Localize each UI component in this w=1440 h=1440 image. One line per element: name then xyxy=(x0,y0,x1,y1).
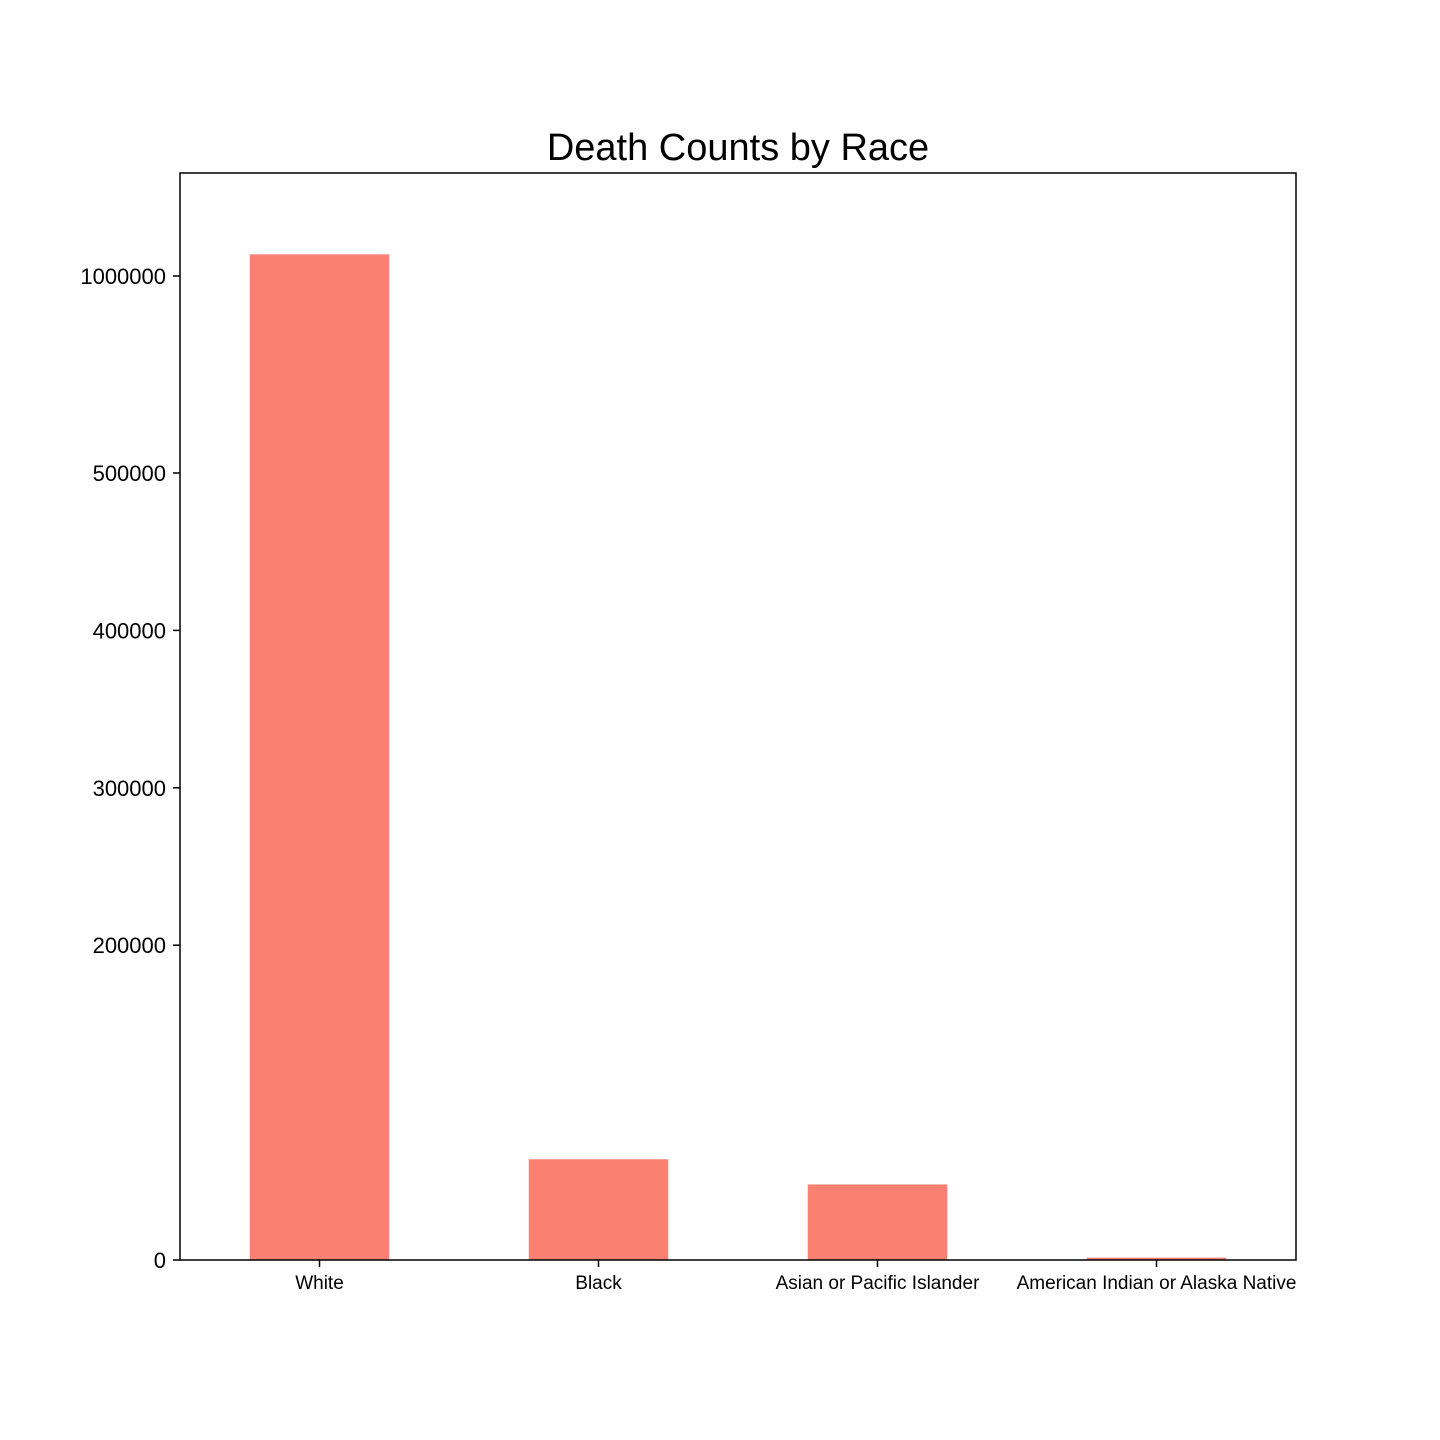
bar-black xyxy=(528,1159,669,1260)
y-tick-label: 500000 xyxy=(93,461,166,486)
x-tick-label: American Indian or Alaska Native xyxy=(1017,1273,1297,1294)
x-tick-label: White xyxy=(295,1273,344,1294)
y-tick-label: 200000 xyxy=(93,933,166,958)
y-tick-label: 300000 xyxy=(93,776,166,801)
x-tick-label: Asian or Pacific Islander xyxy=(776,1273,980,1294)
y-tick-label: 1000000 xyxy=(80,264,166,289)
y-tick-label: 0 xyxy=(154,1248,166,1273)
chart-title: Death Counts by Race xyxy=(547,127,929,169)
y-axis: 0 200000 300000 400000 500000 1000000 xyxy=(80,264,180,1273)
bar-asian-or-pacific-islander xyxy=(807,1184,948,1260)
bar-white xyxy=(249,254,390,1260)
plot-area-frame xyxy=(179,172,1297,1261)
y-tick-label: 400000 xyxy=(93,618,166,643)
x-axis: White Black Asian or Pacific Islander Ameri… xyxy=(295,1260,1296,1294)
bars-layer xyxy=(249,254,1227,1260)
bar-american-indian-or-alaska-native xyxy=(1086,1257,1227,1260)
x-tick-label: Black xyxy=(575,1273,622,1294)
